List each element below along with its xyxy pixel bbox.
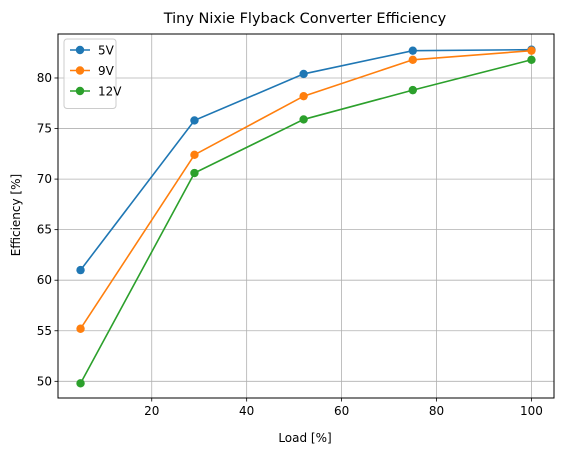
series-12V — [76, 55, 536, 388]
chart-title: Tiny Nixie Flyback Converter Efficiency — [163, 11, 447, 27]
series-layer — [76, 45, 536, 388]
x-tick-label: 80 — [429, 404, 444, 418]
data-point — [76, 324, 85, 333]
y-tick-label: 55 — [37, 324, 52, 338]
data-point — [76, 265, 85, 275]
legend-marker — [75, 45, 85, 55]
data-point — [299, 69, 308, 79]
x-tick-label: 40 — [239, 404, 254, 418]
x-tick-label: 100 — [520, 404, 543, 418]
legend-marker — [75, 66, 85, 75]
legend-label: 12V — [98, 85, 122, 99]
y-tick-label: 60 — [37, 273, 52, 287]
y-tick-label: 65 — [37, 223, 52, 237]
data-point — [76, 379, 85, 388]
y-axis-label: Efficiency [%] — [9, 174, 23, 256]
data-point — [299, 91, 308, 101]
series-9V — [76, 46, 536, 333]
data-point — [408, 55, 417, 64]
data-point — [190, 150, 199, 160]
data-point — [527, 55, 536, 64]
data-point — [299, 115, 308, 124]
y-tick-label: 50 — [37, 374, 52, 388]
legend-label: 9V — [98, 64, 115, 78]
y-tick-label: 70 — [37, 172, 52, 186]
plot-frame — [57, 33, 555, 399]
x-tick-label: 60 — [334, 404, 349, 418]
data-point — [527, 46, 536, 55]
data-point — [190, 116, 199, 125]
legend-marker — [75, 86, 85, 96]
data-point — [190, 168, 199, 178]
y-tick-label: 75 — [37, 122, 52, 136]
y-tick-label: 80 — [37, 71, 52, 85]
legend-label: 5V — [98, 44, 115, 58]
x-tick-label: 20 — [144, 404, 159, 418]
data-point — [408, 85, 417, 95]
data-point — [408, 46, 417, 55]
ticks: 20 40 60 80 100 50 55 60 65 70 75 80 — [37, 71, 543, 418]
legend: 5V 9V 12V — [63, 38, 122, 109]
grid — [58, 34, 554, 398]
x-axis-label: Load [%] — [278, 431, 331, 445]
